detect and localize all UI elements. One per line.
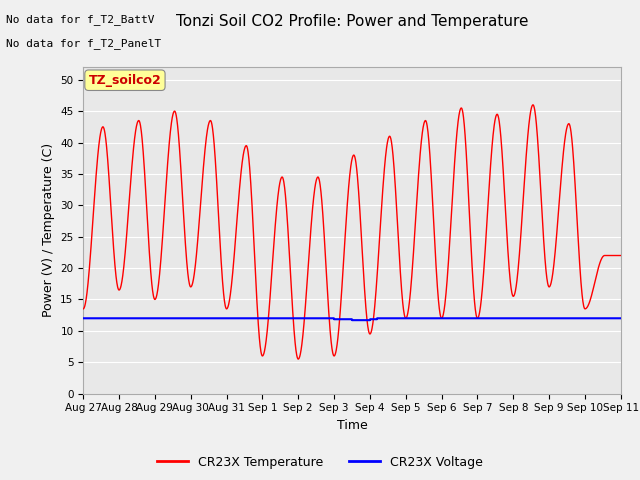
Legend: CR23X Temperature, CR23X Voltage: CR23X Temperature, CR23X Voltage (152, 451, 488, 474)
Text: No data for f_T2_BattV: No data for f_T2_BattV (6, 14, 155, 25)
Text: No data for f_T2_PanelT: No data for f_T2_PanelT (6, 38, 162, 49)
Y-axis label: Power (V) / Temperature (C): Power (V) / Temperature (C) (42, 144, 54, 317)
X-axis label: Time: Time (337, 419, 367, 432)
Text: TZ_soilco2: TZ_soilco2 (88, 74, 161, 87)
Text: Tonzi Soil CO2 Profile: Power and Temperature: Tonzi Soil CO2 Profile: Power and Temper… (176, 14, 528, 29)
